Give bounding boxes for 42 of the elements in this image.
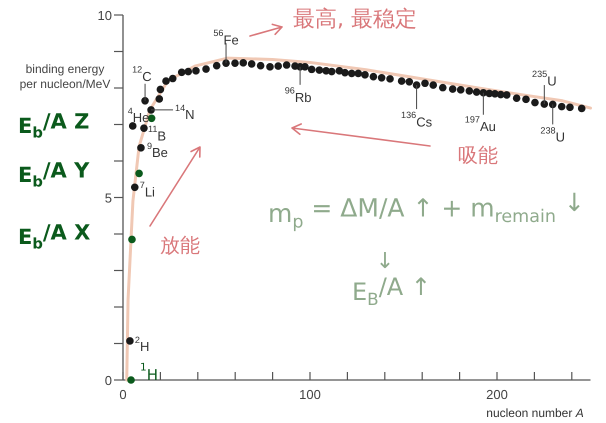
annotation: $^{4}$He [128,106,150,126]
x-tick-label: 0 [119,387,127,402]
annotation: $^{238}$U [540,104,566,145]
annotation: $^{56}$Fe [213,28,239,48]
annotation: ↓ [376,249,394,274]
annotation: $^{9}$Be [146,140,168,160]
y-tick-label: 10 [98,8,112,23]
point [127,376,135,384]
annotation: $^{96}$Rb [284,86,312,106]
annotation: E$_{B}$/A ↑ [352,272,431,310]
annotation: m$_{p}$ = ΔM/A ↑ + m$_{remain}$ ↓ [268,188,585,232]
annotation: $^{238}$U [540,125,566,145]
xlabel: nucleon number A [486,406,584,420]
annotation: $^{136}$Cs [401,84,432,130]
annotation: $^{1}$H [140,361,158,384]
annotation: $^{14}$N [175,102,195,122]
annotation: 吸能 [458,143,498,167]
annotation: E$_{b}$/A X [18,220,90,252]
annotation: $^{56}$Fe [213,28,239,64]
annotation: $^{197}$Au [464,114,496,134]
x-tick-label: 200 [486,387,508,402]
annotation: $^{96}$Rb [284,66,312,106]
annotation: $^{12}$C [132,64,152,84]
x-tick-label: 100 [299,387,321,402]
annotation: 最高, 最稳定 [293,7,417,32]
annotation: 放能 [160,233,200,257]
annotation: $^{136}$Cs [401,110,433,130]
y-tick-label: 5 [104,190,112,206]
annotation: $^{14}$N [150,102,195,122]
ylabel: binding energy per nucleon/MeV [20,62,110,91]
annotation: $^{12}$C [132,64,152,102]
annotation: $^{235}$U [532,68,557,105]
annotation: $^{197}$Au [464,92,496,134]
annotation: $^{11}$B [148,124,166,144]
annotation: $^{7}$Li [140,180,155,200]
point [135,170,143,178]
point [128,236,136,244]
annotation: E$_{b}$/A Y [18,158,90,190]
annotation: E$_{b}$/A Z [18,109,90,142]
annotation: $^{235}$U [532,68,557,88]
annotation: $^{2}$H [134,334,150,354]
y-tick-label: 0 [104,373,112,388]
